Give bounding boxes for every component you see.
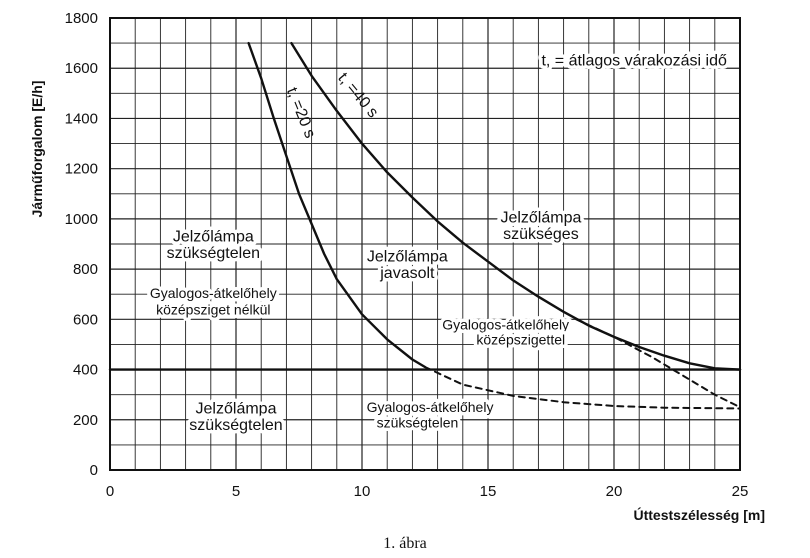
annotation-a8: középsziget nélkül [156,301,270,317]
annotation-legend: t, = átlagos várakozási idő [541,53,727,70]
y-tick-label: 1200 [65,161,98,178]
x-tick-label: 25 [732,483,749,500]
annotation-a9: Gyalogos-átkelőhely [442,316,569,332]
annotation-a12: szükségtelen [189,417,282,434]
series-line-4 [575,318,741,409]
x-tick-label: 15 [480,483,497,500]
y-tick-label: 1000 [65,211,98,228]
x-tick-label: 10 [354,483,371,500]
series-line-3 [290,41,742,371]
y-tick-label: 1400 [65,110,98,127]
annotation-a6: javasolt [379,265,435,282]
y-tick-label: 200 [73,412,98,429]
y-tick-label: 0 [90,462,98,479]
annotation-a2: szükséges [503,226,579,243]
x-tick-label: 0 [106,483,114,500]
series-line-1 [247,41,427,369]
y-tick-label: 600 [73,311,98,328]
annotation-curve40: t, =40 s [334,70,381,121]
annotation-a11: Jelzőlámpa [196,401,277,418]
y-tick-labels: 0 200 400 600 800 1000 1200 1400 1600 1800 [65,10,98,479]
y-tick-label: 800 [73,261,98,278]
annotation-a10: középszigettel [476,331,565,347]
annotation-a7: Gyalogos-átkelőhely [150,285,277,301]
annotation-a5: Jelzőlámpa [367,249,448,266]
annotation-a4: szükségtelen [167,245,260,262]
annotation-a3: Jelzőlámpa [173,228,254,245]
x-axis-label: Úttestszélesség [m] [634,506,766,523]
figure-caption: 1. ábra [383,535,427,552]
x-tick-label: 5 [232,483,240,500]
x-tick-label: 20 [606,483,623,500]
y-tick-label: 1800 [65,10,98,27]
annotation-a13: Gyalogos-átkelőhely [367,399,494,415]
y-tick-label: 1600 [65,60,98,77]
annotation-a14: szükségtelen [377,414,459,430]
y-axis-label: Járműforgalom [E/h] [29,81,45,218]
plot-frame [109,17,741,471]
x-tick-labels: 0 5 10 15 20 25 [106,483,749,500]
series-line-2 [424,366,741,410]
series-lines [108,41,742,410]
annotation-a1: Jelzőlámpa [500,210,581,227]
y-tick-label: 400 [73,362,98,379]
